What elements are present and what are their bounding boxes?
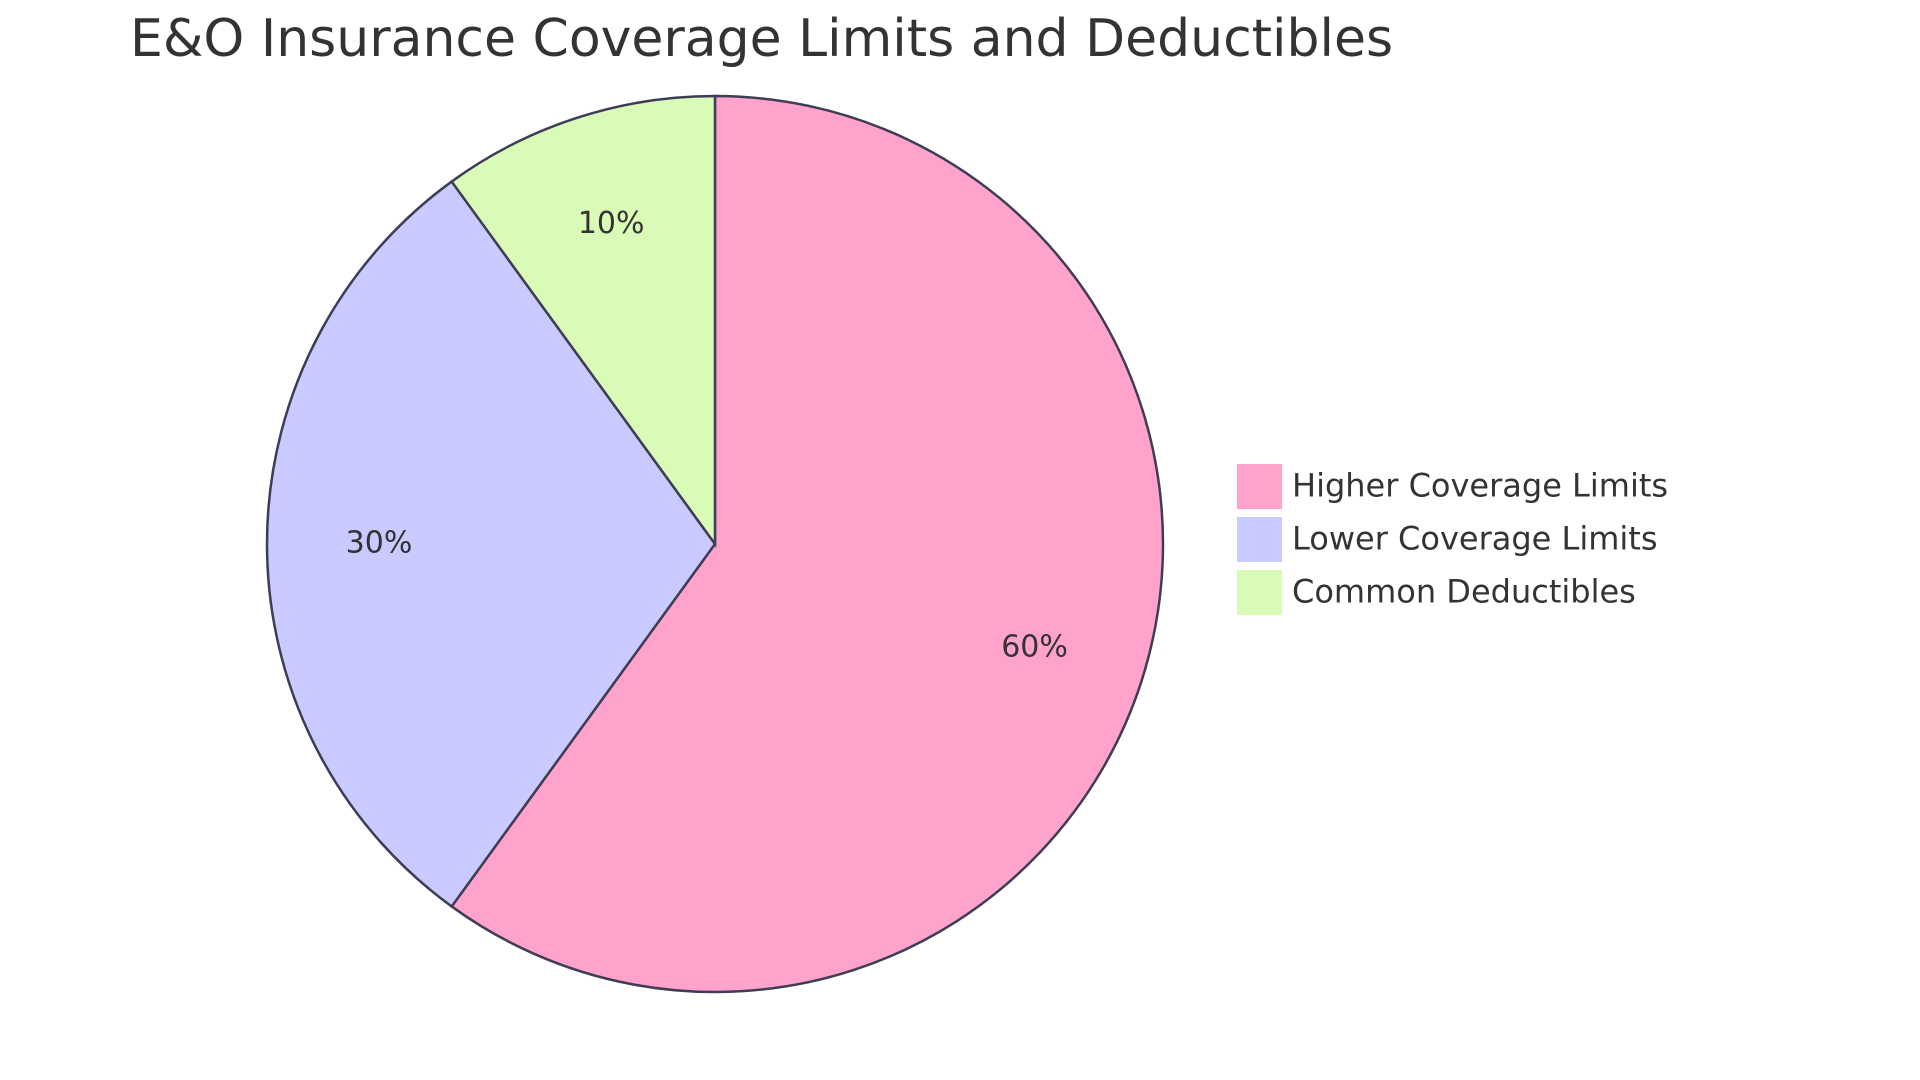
pie-slice (449, 94, 1165, 994)
chart-title: E&O Insurance Coverage Limits and Deduct… (130, 9, 1393, 69)
pie-slice (265, 179, 717, 909)
legend-label: Lower Coverage Limits (1292, 520, 1658, 558)
legend-swatch (1237, 570, 1282, 615)
data-label: 30% (346, 526, 413, 561)
data-label: 10% (578, 206, 645, 241)
pie-slice (449, 94, 717, 548)
legend-swatch (1237, 464, 1282, 509)
legend-swatch (1237, 517, 1282, 562)
legend-label: Higher Coverage Limits (1292, 467, 1668, 505)
legend-label: Common Deductibles (1292, 573, 1636, 611)
data-label: 60% (1001, 629, 1068, 664)
